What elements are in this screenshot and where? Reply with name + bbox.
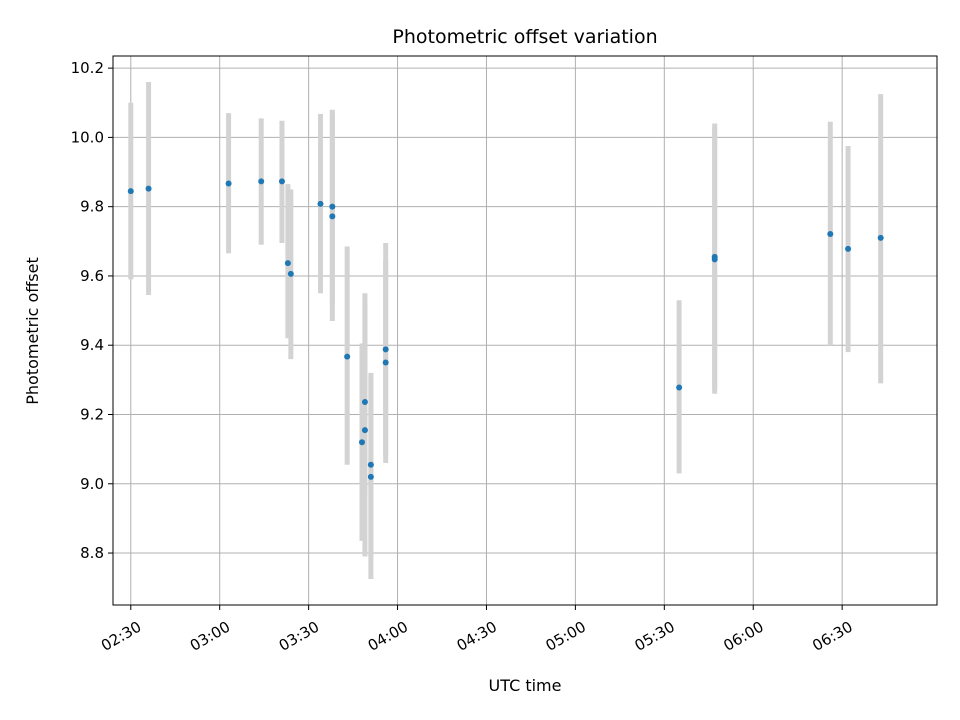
data-point [367,473,374,480]
y-tick-label: 9.6 [80,267,104,285]
grid-layer [113,56,937,605]
y-tick-label: 10.0 [71,128,104,146]
y-tick-label: 8.8 [80,544,104,562]
data-point [127,188,134,195]
data-point [358,439,365,446]
data-point [361,427,368,434]
chart-title: Photometric offset variation [392,26,657,48]
data-point [711,256,718,263]
data-point [317,200,324,207]
y-tick-label: 9.8 [80,198,104,216]
x-axis-title: UTC time [489,676,562,695]
data-point [367,461,374,468]
data-point [225,180,232,187]
data-point [287,270,294,277]
data-point [382,346,389,353]
data-point [329,213,336,220]
y-tick-label: 9.0 [80,475,104,493]
data-point [145,185,152,192]
y-tick-label: 9.4 [80,336,104,354]
plot-frame [112,55,938,606]
data-point [329,203,336,210]
data-point [284,260,291,267]
data-point [361,399,368,406]
data-point [877,234,884,241]
data-point [258,178,265,185]
point-layer [127,178,884,480]
y-tick-label: 10.2 [71,59,104,77]
data-point [676,384,683,391]
y-axis-title: Photometric offset [23,257,42,405]
data-point [845,245,852,252]
data-point [344,353,351,360]
data-point [827,231,834,238]
data-point [382,359,389,366]
y-tick-label: 9.2 [80,405,104,423]
data-point [278,178,285,185]
